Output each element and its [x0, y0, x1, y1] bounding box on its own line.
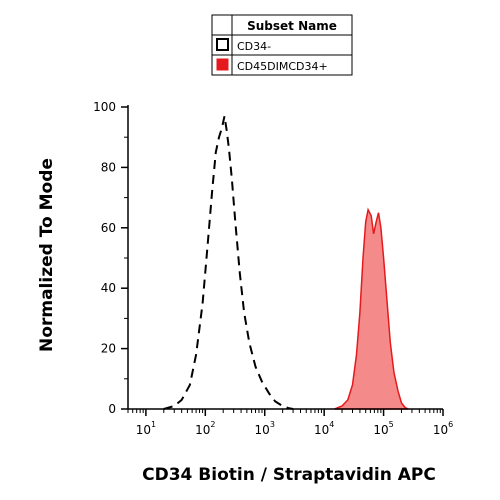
series-cd45dimcd34	[334, 207, 409, 410]
legend-title: Subset Name	[247, 19, 337, 33]
y-tick-label: 0	[108, 402, 116, 416]
y-axis-title: Normalized To Mode	[37, 158, 57, 352]
legend: Subset Name CD34- CD45DIMCD34+	[211, 14, 353, 76]
axes-layer: 0 20 40 60 80 100 101 102 103 104 105 106	[93, 100, 453, 437]
x-axis-title: CD34 Biotin / Straptavidin APC	[142, 465, 436, 485]
x-tick-label: 105	[373, 420, 393, 437]
x-tick-label: 101	[136, 420, 156, 437]
series-cd34	[163, 115, 294, 410]
legend-swatch-cd34-neg	[216, 38, 229, 51]
series-layer	[163, 115, 409, 410]
y-tick-label: 60	[101, 221, 116, 235]
legend-frame	[211, 14, 353, 76]
x-tick-label: 103	[255, 420, 275, 437]
y-tick-label: 80	[101, 160, 116, 174]
x-tick-label: 102	[195, 420, 215, 437]
y-tick-label: 100	[93, 100, 116, 114]
x-tick-label: 106	[433, 420, 453, 437]
legend-entry-cd34-neg: CD34-	[237, 40, 271, 53]
legend-entry-cd45dim: CD45DIMCD34+	[237, 60, 328, 73]
legend-swatch-cd45dim	[216, 58, 229, 71]
y-tick-label: 20	[101, 342, 116, 356]
x-tick-label: 104	[314, 420, 334, 437]
y-tick-label: 40	[101, 281, 116, 295]
